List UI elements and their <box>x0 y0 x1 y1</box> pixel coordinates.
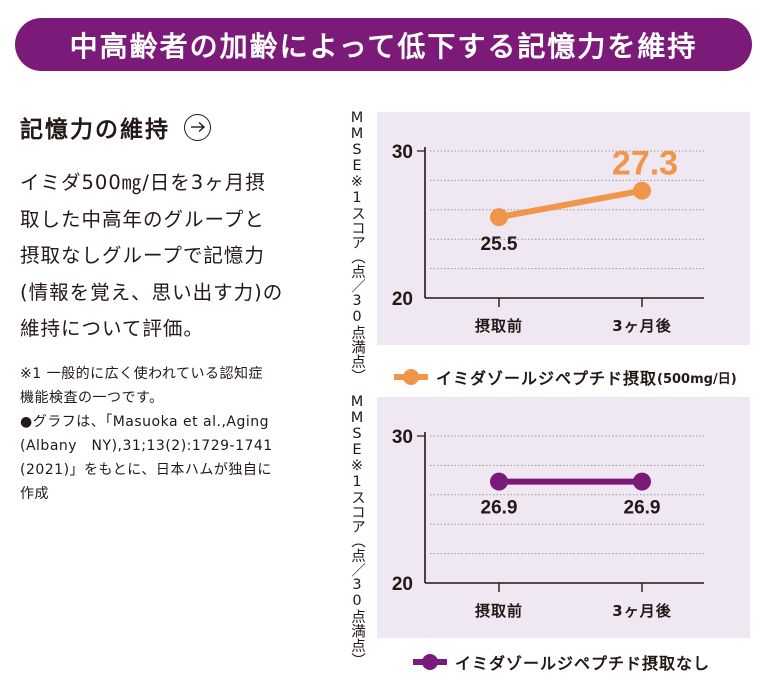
chart2-y-tick-label: 30 <box>392 427 413 448</box>
description: イミダ500㎎/日を3ヶ月摂 取した中高年のグループと 摂取なしグループで記憶力… <box>20 165 310 348</box>
footnote-line: (2021)」をもとに、日本ハムが独自に <box>20 462 272 478</box>
chart2-x-tick-label: 摂取前 <box>475 602 523 620</box>
section-header: 記憶力の維持 <box>20 110 211 144</box>
footnote-line: (Albany NY),31;13(2):1729-1741 <box>20 438 273 454</box>
banner-title: 中高齢者の加齢によって低下する記憶力を維持 <box>15 18 752 71</box>
chart1-x-tick-label: 摂取前 <box>475 317 523 335</box>
description-line: 維持について評価。 <box>20 317 204 340</box>
description-line: (情報を覚え、思い出す力)の <box>20 280 284 304</box>
description-line: 摂取なしグループで記憶力 <box>20 244 265 267</box>
footnotes: ※1 一般的に広く使われている認知症 機能検査の一つです。 ●グラフは、「Mas… <box>20 362 320 506</box>
chart2-data-label: 26.9 <box>481 498 518 519</box>
chart2-panel <box>377 397 750 638</box>
chart1-legend-label: イミダゾールジペプチド摂取 <box>436 369 658 388</box>
chart2-y-axis-label: MMSE※1スコア（点／30点満点） <box>349 394 365 667</box>
footnote-line: 作成 <box>20 486 49 502</box>
chart2-legend-swatch-icon <box>413 654 447 670</box>
chart2-data-point <box>490 472 508 491</box>
chart2-data-label: 26.9 <box>624 498 661 519</box>
arrow-right-circle-icon <box>184 113 211 141</box>
section-title: 記憶力の維持 <box>20 117 170 143</box>
chart1-y-axis-label: MMSE※1スコア（点／30点満点） <box>349 110 365 383</box>
chart1-data-label: 27.3 <box>612 145 678 183</box>
chart1-data-label: 25.5 <box>481 234 518 255</box>
footnote-line: ※1 一般的に広く使われている認知症 <box>20 366 263 382</box>
chart2-legend-label: イミダゾールジペプチド摂取なし <box>455 654 711 673</box>
chart1-legend-suffix: (500mg/日) <box>657 371 737 387</box>
chart2-x-tick-label: 3ヶ月後 <box>612 602 671 620</box>
chart1-data-point <box>633 181 651 200</box>
chart1-legend-swatch-icon <box>394 369 428 385</box>
chart2-data-point <box>633 472 651 491</box>
footnote-line: 機能検査の一つです。 <box>20 390 164 406</box>
chart1-x-tick-label: 3ヶ月後 <box>612 317 671 335</box>
description-line: 取した中高年のグループと <box>20 207 265 231</box>
chart1-legend: イミダゾールジペプチド摂取 (500mg/日) <box>394 365 737 389</box>
chart1-data-point <box>490 208 508 227</box>
description-line: イミダ500㎎/日を3ヶ月摂 <box>20 171 266 194</box>
footnote-line: ●グラフは、「Masuoka et al.,Aging <box>20 414 270 430</box>
chart1-series-line <box>498 187 643 221</box>
chart1-y-tick-label: 20 <box>392 289 413 310</box>
chart1-y-tick-label: 30 <box>392 142 413 163</box>
chart2-y-tick-label: 20 <box>392 574 413 595</box>
chart2-legend: イミダゾールジペプチド摂取なし <box>413 650 710 674</box>
